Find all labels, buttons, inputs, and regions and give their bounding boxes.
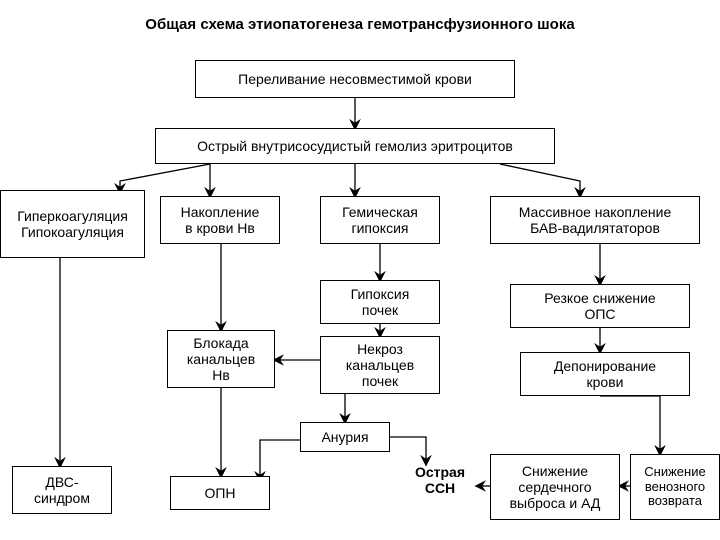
node-n13: ОПН — [170, 476, 270, 510]
edge-arrow — [120, 164, 210, 192]
node-n2: Острый внутрисосудистый гемолиз эритроци… — [155, 128, 555, 164]
node-n5: Гемическаягипоксия — [320, 196, 440, 244]
node-n8: Резкое снижениеОПС — [510, 284, 690, 328]
node-n9: БлокадаканальцевНв — [167, 330, 275, 388]
node-n17: Снижениевенозноговозврата — [630, 454, 720, 520]
node-n12: ДВС-синдром — [12, 466, 112, 514]
node-n16: Снижениесердечноговыброса и АД — [490, 454, 620, 520]
edge-arrow — [600, 396, 660, 454]
node-n11: Депонированиекрови — [520, 352, 690, 396]
diagram-canvas: Общая схема этиопатогенеза гемотрансфузи… — [0, 0, 720, 540]
label-n15: ОстраяССН — [400, 464, 480, 510]
node-n7: Гипоксияпочек — [320, 280, 440, 324]
edge-arrow — [260, 440, 300, 480]
node-n1: Переливание несовместимой крови — [195, 60, 515, 98]
node-n3: ГиперкоагуляцияГипокоагуляция — [0, 190, 145, 258]
node-n4: Накоплениев крови Нв — [160, 196, 280, 244]
edge-arrow — [390, 437, 426, 464]
node-n6: Массивное накоплениеБАВ-вадилятаторов — [490, 196, 700, 244]
edge-arrow — [500, 164, 580, 196]
node-n14: Анурия — [300, 422, 390, 452]
node-n10: Некрозканальцевпочек — [320, 336, 440, 394]
diagram-title: Общая схема этиопатогенеза гемотрансфузи… — [80, 16, 640, 33]
